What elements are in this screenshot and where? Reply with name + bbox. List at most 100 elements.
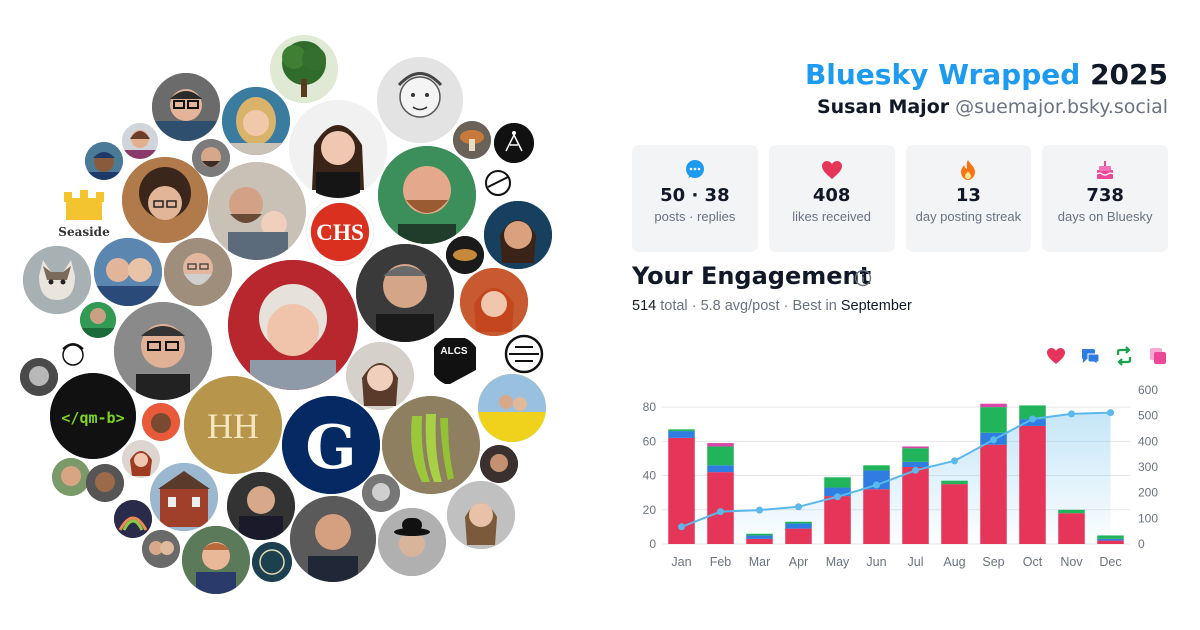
avatar-redhead-woman[interactable] — [460, 268, 528, 336]
avatar-drawing-black[interactable] — [494, 123, 534, 163]
avatar-hh-logo[interactable]: HH — [184, 376, 282, 474]
avatar-bw-man-small[interactable] — [362, 474, 400, 512]
avatar-dark-hair-woman[interactable] — [289, 100, 387, 198]
quote-icon[interactable] — [1148, 346, 1168, 366]
avatar-curly-man[interactable] — [122, 157, 208, 243]
avatar-couple-small[interactable] — [142, 530, 180, 568]
stat-likes: 408 likes received — [768, 145, 895, 252]
user-line: Susan Major @suemajor.bsky.social — [817, 96, 1168, 118]
heart-icon[interactable] — [1046, 346, 1066, 366]
avatar-dark-small[interactable] — [446, 236, 484, 274]
avatar-red-brick-house[interactable] — [150, 463, 218, 531]
engagement-title: Your Engagement — [632, 262, 872, 290]
wrapped-panel: Bluesky Wrapped 2025 Susan Major @suemaj… — [632, 0, 1168, 630]
avatar-guardian-logo[interactable]: G — [282, 396, 380, 494]
avatar-ginger-man[interactable] — [182, 526, 250, 594]
bar-segment — [824, 487, 851, 497]
seaside-logo-text: Seaside — [58, 225, 110, 239]
bar-segment — [902, 467, 929, 544]
avatar-blonde-woman[interactable] — [222, 87, 290, 155]
avatar-qmb-logo[interactable]: </qm-b> — [50, 373, 136, 459]
avatar-father-baby[interactable] — [208, 162, 306, 260]
stat-value: 13 — [955, 185, 981, 206]
reply-icon[interactable] — [1080, 346, 1100, 366]
avatar-man-smiling[interactable] — [290, 496, 376, 582]
avatar-small-mushroom[interactable] — [453, 121, 491, 159]
avatar-rainbow[interactable] — [114, 500, 152, 538]
page-title: Bluesky Wrapped 2025 — [805, 58, 1168, 91]
avatar-red-hair-small[interactable] — [122, 440, 160, 478]
avatar-older-woman[interactable] — [228, 260, 358, 390]
cumulative-point — [912, 466, 919, 474]
avatar-bananas[interactable] — [382, 396, 480, 494]
avatar-history-logo[interactable] — [252, 542, 292, 582]
avatar-tree[interactable] — [270, 35, 338, 103]
bar-segment — [785, 521, 812, 524]
bar-segment — [863, 489, 890, 544]
bar-segment — [824, 477, 851, 488]
avatar-grey-beard[interactable] — [164, 238, 232, 306]
avatar-beard-small[interactable] — [192, 139, 230, 177]
avatar-man-street[interactable] — [86, 464, 124, 502]
y-left-tick-label: 0 — [649, 537, 656, 551]
bar-segment — [707, 472, 734, 544]
bar-segment — [1019, 425, 1046, 544]
avatar-small-round-logo[interactable] — [480, 165, 516, 201]
avatar-bowler-hat[interactable] — [378, 508, 446, 576]
avatar-glasses-friends[interactable] — [94, 238, 162, 306]
engagement-average: 5.8 avg/post — [700, 298, 780, 314]
bar-segment — [1058, 509, 1085, 514]
repost-icon[interactable] — [1114, 346, 1134, 366]
x-tick-label: Aug — [943, 555, 965, 569]
x-tick-label: Jan — [671, 555, 691, 569]
avatar-bald-beard-man[interactable] — [378, 146, 476, 244]
avatar-mono-man[interactable] — [20, 358, 58, 396]
stat-value: 50 · 38 — [660, 185, 730, 206]
bar-segment — [785, 523, 812, 529]
bar-segment — [746, 533, 773, 536]
engagement-total: 514 — [632, 298, 657, 314]
avatar-green-shirt[interactable] — [80, 302, 116, 338]
bar-segment — [902, 448, 929, 462]
avatar-cap-man[interactable] — [85, 142, 123, 180]
avatar-smiling-woman-small[interactable] — [142, 403, 180, 441]
avatar-woman-portrait[interactable] — [447, 481, 515, 549]
cumulative-point — [1068, 410, 1075, 418]
y-left-tick-label: 20 — [643, 503, 657, 517]
avatar-glasses-man[interactable] — [152, 73, 220, 141]
avatar-grey-hair-man[interactable] — [356, 244, 454, 342]
avatar-cartoon-face[interactable] — [54, 335, 92, 373]
cumulative-point — [873, 481, 880, 489]
avatar-man-outdoor[interactable] — [52, 458, 90, 496]
avatar-man-suit[interactable] — [227, 472, 295, 540]
stat-posts: 50 · 38 posts · replies — [632, 145, 758, 252]
avatar-seaside-logo[interactable]: Seaside — [50, 180, 118, 248]
avatar-cat[interactable] — [23, 246, 91, 314]
bar-segment — [1097, 535, 1124, 539]
bar-segment — [863, 470, 890, 490]
avatar-emblem-logo[interactable] — [503, 333, 545, 375]
avatar-young-woman[interactable] — [346, 342, 414, 410]
avatar-alcs-logo[interactable]: ALCS — [430, 336, 480, 386]
engagement-best-month: September — [840, 298, 912, 314]
bar-segment — [1019, 405, 1046, 420]
avatar-chs-logo[interactable]: CHS — [306, 198, 374, 266]
engagement-best-prefix: Best in — [792, 298, 837, 314]
x-tick-label: Nov — [1060, 555, 1083, 569]
x-tick-label: Jun — [866, 555, 886, 569]
avatar-long-hair-man[interactable] — [484, 201, 552, 269]
y-left-tick-label: 40 — [643, 469, 657, 483]
y-left-tick-label: 60 — [643, 434, 657, 448]
avatar-tulips-couple[interactable] — [478, 374, 546, 442]
avatar-dark-small-2[interactable] — [480, 445, 518, 483]
bar-segment — [1097, 538, 1124, 541]
avatar-gray-man-glasses[interactable] — [114, 302, 212, 400]
info-icon[interactable] — [854, 269, 872, 287]
avatar-small-woman[interactable] — [122, 123, 158, 159]
user-handle[interactable]: @suemajor.bsky.social — [955, 96, 1168, 118]
cumulative-point — [717, 508, 724, 516]
engagement-chart: 0 20 40 60 80 0 100 200 300 400 500 600 Jan Feb Mar Apr… — [643, 383, 1159, 569]
chs-logo-text: CHS — [316, 220, 364, 246]
bar-segment — [746, 535, 773, 539]
avatar-sketch[interactable] — [377, 57, 463, 143]
